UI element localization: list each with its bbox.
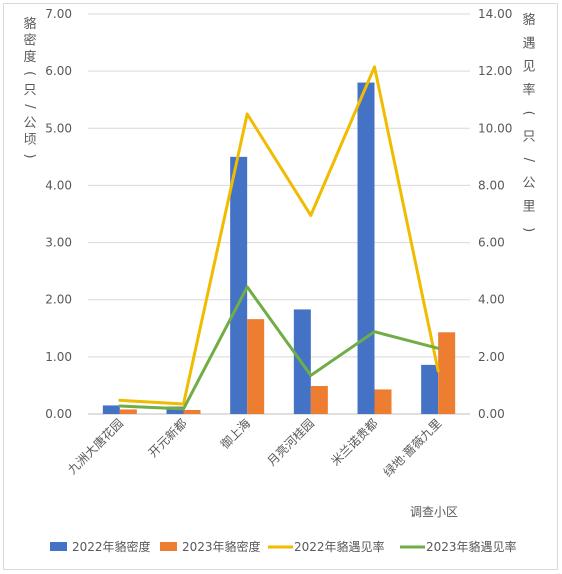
legend-label: 2022年貉遇见率 [294,539,385,554]
legend-label: 2022年貉密度 [72,539,151,554]
legend-swatch [50,542,67,551]
category-axis-ticks: 九洲大唐花园 开元新都 御上海 月亮河桂园 米兰诺贵都 绿地·蔷薇九里 [64,416,444,480]
bar-2022年貉密度 [230,156,248,414]
bar-2022年貉密度 [102,405,120,414]
right-tick-label: 2.00 [478,350,505,364]
category-label: 御上海 [217,416,253,452]
right-tick-label: 14.00 [478,7,512,21]
bar-2022年貉密度 [166,406,184,414]
chart-frame [3,3,558,570]
axis-title-char: 只 [23,83,36,98]
axis-title-char: 顷 [23,133,36,148]
left-tick-label: 4.00 [45,178,72,192]
axis-title-char: 度 [23,49,36,65]
axis-title-char: ) [22,153,37,158]
axis-title-char: 貉 [522,12,535,28]
bar-2023年貉密度 [119,409,137,414]
axis-title-char: 貉 [23,16,36,32]
right-tick-label: 8.00 [478,178,505,192]
legend-label: 2023年貉遇见率 [426,539,517,554]
bar-2022年貉密度 [357,82,375,415]
axis-title-char: / [22,104,37,109]
bar-2023年貉密度 [310,386,328,414]
left-tick-label: 6.00 [45,64,72,78]
bar-2022年貉密度 [421,364,439,414]
category-label: 月亮河桂园 [264,416,317,469]
axis-title-char: / [521,158,536,163]
bar-2023年貉密度 [374,389,392,414]
legend-swatch [160,542,177,551]
gridlines [88,13,470,415]
right-tick-label: 10.00 [478,121,512,135]
right-tick-label: 0.00 [478,407,505,421]
axis-title-char: ( [22,71,37,76]
axis-title-char: 只 [522,130,535,145]
category-label: 九洲大唐花园 [64,416,126,478]
category-label: 开元新都 [145,416,190,461]
line-2022年貉遇见率 [118,65,440,406]
right-tick-label: 6.00 [478,236,505,250]
right-tick-label: 12.00 [478,64,512,78]
x-axis-label: 调查小区 [410,505,458,519]
left-tick-label: 7.00 [45,7,72,21]
bar-2023年貉密度 [438,332,456,414]
category-label: 米兰诺贵都 [328,416,380,468]
axis-title-char: 公 [23,116,36,131]
right-axis-ticks: 0.00 2.00 4.00 6.00 8.00 10.00 12.00 14.00 [478,7,512,421]
left-axis-ticks: 0.00 1.00 2.00 3.00 4.00 5.00 6.00 7.00 [45,7,72,421]
axis-title-char: 遇 [522,36,535,51]
left-tick-label: 3.00 [45,236,72,250]
right-tick-label: 4.00 [478,293,505,307]
legend: 2022年貉密度 2023年貉密度 2022年貉遇见率 2023年貉遇见率 [50,539,517,554]
left-tick-label: 0.00 [45,407,72,421]
line-2023年貉遇见率 [118,285,440,411]
axis-title-char: 密 [23,33,36,49]
legend-label: 2023年貉密度 [182,539,261,554]
bar-2023年貉密度 [183,410,201,414]
left-tick-label: 2.00 [45,293,72,307]
bar-series [102,82,456,415]
axis-title-char: 率 [522,82,535,98]
right-axis-label: 貉遇见率 ( 只 / 公里) [521,12,536,232]
left-tick-label: 5.00 [45,121,72,135]
axis-title-char: ) [521,227,536,232]
axis-title-char: 里 [522,199,535,214]
axis-title-char: 见 [522,60,535,75]
category-label: 绿地·蔷薇九里 [380,416,444,480]
axis-title-char: 公 [522,176,535,191]
line-series [118,65,440,411]
left-axis-label: 貉密度 ( 只 / 公顷) [22,16,37,159]
bar-2023年貉密度 [247,319,265,414]
left-tick-label: 1.00 [45,350,72,364]
axis-title-char: ( [521,111,536,116]
